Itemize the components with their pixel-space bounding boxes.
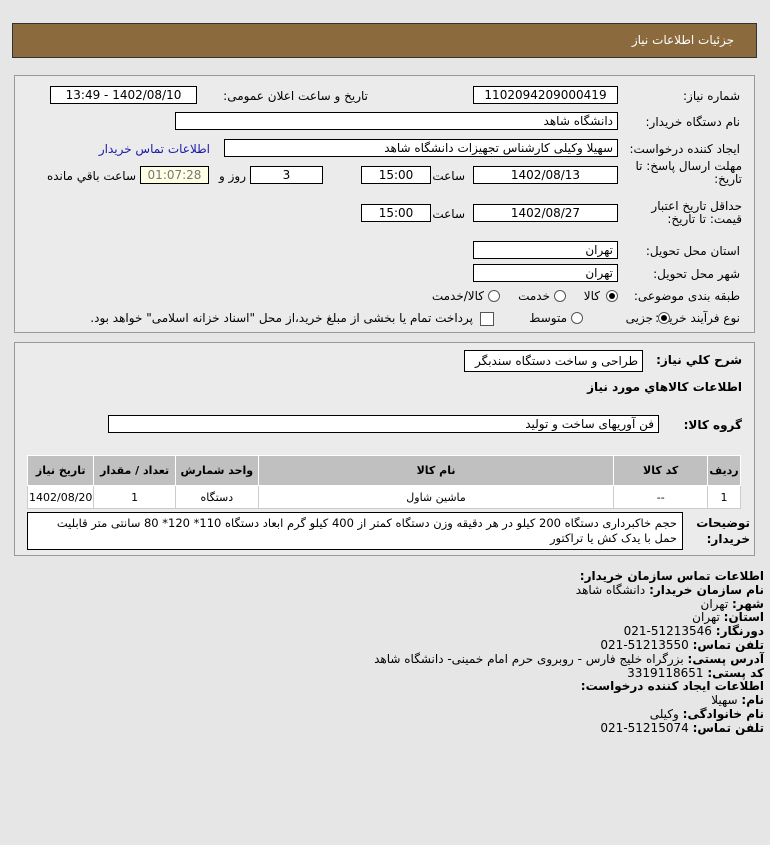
cell-name: ماشین شاول: [257, 485, 615, 509]
address-label: آدرس پستی:: [687, 651, 764, 666]
creator-label: ایجاد کننده درخواست:: [629, 142, 740, 156]
org-contact-title: اطلاعات تماس سازمان خریدار:: [579, 569, 764, 583]
announce-label: تاریخ و ساعت اعلان عمومی:: [223, 89, 368, 103]
postal-code: 3319118651: [627, 665, 704, 680]
category-label: طبقه بندی موضوعی:: [633, 289, 740, 303]
first-name: سهیلا: [711, 693, 738, 708]
deadline-time-field: 15:00: [361, 166, 431, 184]
first-name-label: نام:: [741, 693, 764, 708]
last-name: وکیلی: [649, 706, 679, 721]
fax-label: دورنگار:: [715, 624, 764, 639]
summary-label: شرح كلي نياز:: [656, 353, 742, 367]
postal-label: کد پستی:: [707, 665, 764, 680]
contact-info: اطلاعات تماس سازمان خریدار: نام سازمان خ…: [374, 569, 764, 736]
col-unit: واحد شمارش: [174, 455, 259, 486]
province-label: استان محل تحویل:: [645, 244, 740, 258]
col-qty: تعداد / مقدار: [93, 455, 176, 486]
contact-province-label: استان:: [723, 610, 764, 625]
phone: 51213550-021: [600, 637, 689, 652]
category-option-both: کالا/خدمت: [431, 289, 484, 303]
col-date: تاریخ نیاز: [26, 455, 95, 486]
summary-field: طراحی و ساخت دستگاه سندبگر: [464, 350, 643, 372]
province-field: تهران: [473, 241, 618, 259]
payment-checkbox[interactable]: [480, 312, 494, 326]
days-field: 3: [250, 166, 323, 184]
category-option-service: خدمت: [518, 289, 550, 303]
buyer-label: نام دستگاه خریدار:: [645, 115, 741, 129]
cell-date: 1402/08/20: [26, 485, 95, 509]
col-name: نام کالا: [257, 455, 615, 486]
cell-row: 1: [707, 485, 741, 509]
process-option-minor: جزیی: [625, 311, 653, 325]
page-header: جزئیات اطلاعات نیاز: [12, 23, 757, 58]
group-label: گروه کالا:: [683, 418, 742, 432]
remaining-time-field: 01:07:28: [140, 166, 209, 184]
city-field: تهران: [473, 264, 618, 282]
validity-time-field: 15:00: [361, 204, 431, 222]
process-option-medium: متوسط: [529, 311, 567, 325]
creator-contact-title: اطلاعات ایجاد کننده درخواست:: [580, 679, 764, 694]
fax: 51213546-021: [623, 624, 712, 639]
city-label: شهر محل تحویل:: [653, 267, 740, 281]
days-label: روز و: [219, 169, 246, 183]
group-field: فن آوریهای ساخت و تولید: [108, 415, 659, 433]
payment-note: پرداخت تمام یا بخشی از مبلغ خرید،از محل …: [90, 311, 473, 325]
deadline-label: مهلت ارسال پاسخ: تا تاریخ:: [635, 159, 742, 186]
goods-section-title: اطلاعات كالاهاي مورد نياز: [587, 380, 742, 394]
table-header-row: ردیف کد کالا نام کالا واحد شمارش تعداد /…: [26, 455, 741, 486]
col-row: ردیف: [707, 455, 741, 486]
process-label: نوع فرآیند خرید :: [655, 311, 740, 325]
desc-label: توضیحات خریدار:: [696, 516, 750, 546]
contact-province: تهران: [692, 610, 720, 625]
process-radio-minor[interactable]: [658, 312, 670, 324]
validity-label: حداقل تاریخ اعتبار قیمت: تا تاریخ:: [651, 199, 742, 226]
remaining-label: ساعت باقي مانده: [46, 169, 136, 183]
category-radio-service[interactable]: [554, 290, 566, 302]
category-radio-goods[interactable]: [606, 290, 618, 302]
need-number-field: 1102094209000419: [473, 86, 618, 104]
col-code: کد کالا: [613, 455, 709, 486]
deadline-time-label: ساعت: [432, 169, 465, 183]
need-number-label: شماره نیاز:: [683, 89, 740, 103]
validity-time-label: ساعت: [432, 207, 465, 221]
category-option-goods: کالا: [583, 289, 600, 303]
org-name-label: نام سازمان خریدار:: [649, 582, 764, 597]
creator-phone-label: تلفن تماس:: [692, 720, 764, 735]
process-radio-medium[interactable]: [571, 312, 583, 324]
cell-code: --: [613, 485, 709, 509]
org-name: دانشگاه شاهد: [575, 582, 646, 597]
creator-phone: 51215074-021: [600, 720, 689, 735]
announce-field: 1402/08/10 - 13:49: [50, 86, 197, 104]
buyer-field: دانشگاه شاهد: [175, 112, 618, 130]
page-title: جزئیات اطلاعات نیاز: [631, 33, 734, 47]
buyer-contact-link[interactable]: اطلاعات تماس خریدار: [98, 142, 210, 156]
contact-city-label: شهر:: [732, 596, 764, 611]
last-name-label: نام خانوادگی:: [682, 706, 764, 721]
desc-field: حجم خاکبرداری دستگاه 200 کیلو در هر دقیق…: [27, 512, 683, 550]
deadline-date-field: 1402/08/13: [473, 166, 618, 184]
phone-label: تلفن تماس:: [692, 637, 764, 652]
contact-city: تهران: [700, 596, 729, 611]
table-row: 1 -- ماشین شاول دستگاه 1 1402/08/20: [26, 485, 741, 509]
cell-unit: دستگاه: [174, 485, 259, 509]
address: بزرگراه خلیج فارس - روبروی حرم امام خمین…: [374, 651, 684, 666]
validity-date-field: 1402/08/27: [473, 204, 618, 222]
cell-qty: 1: [93, 485, 176, 509]
creator-field: سهیلا وکیلی کارشناس تجهیزات دانشگاه شاهد: [224, 139, 618, 157]
category-radio-both[interactable]: [488, 290, 500, 302]
goods-table: ردیف کد کالا نام کالا واحد شمارش تعداد /…: [26, 455, 741, 509]
